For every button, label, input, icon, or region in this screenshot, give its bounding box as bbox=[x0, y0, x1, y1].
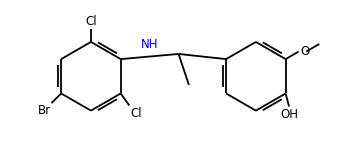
Text: Br: Br bbox=[37, 104, 51, 117]
Text: OH: OH bbox=[280, 107, 298, 121]
Text: Cl: Cl bbox=[85, 15, 97, 28]
Text: Cl: Cl bbox=[130, 107, 142, 119]
Text: O: O bbox=[300, 45, 309, 58]
Text: NH: NH bbox=[141, 38, 158, 51]
